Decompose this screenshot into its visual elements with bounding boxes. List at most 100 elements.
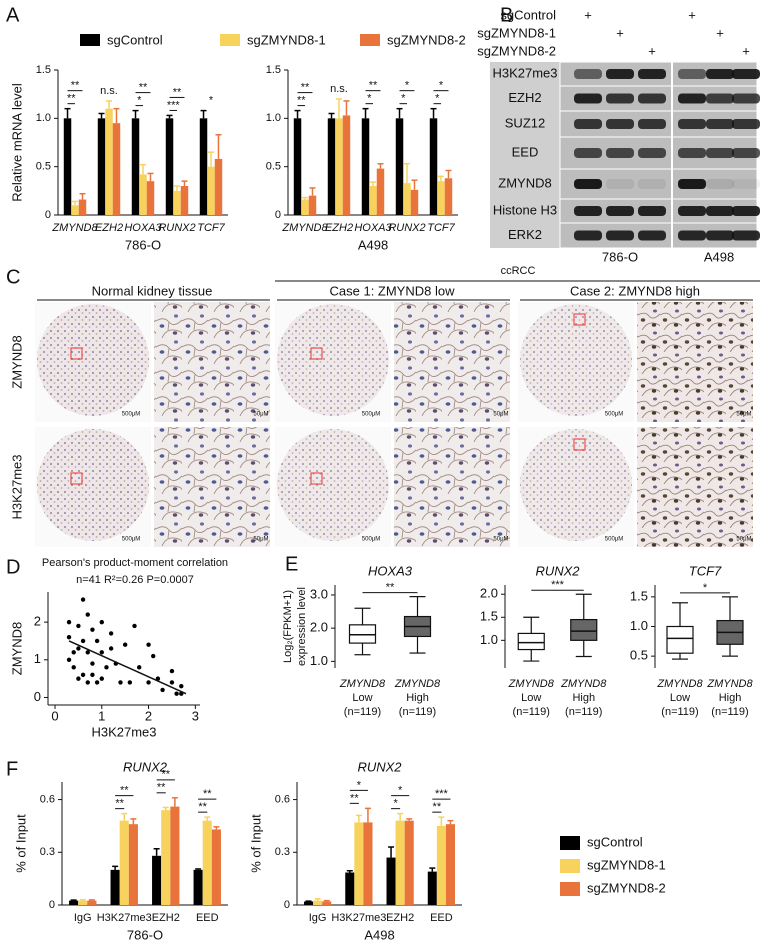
column-header: Normal kidney tissue [92,283,213,298]
blot-band [638,119,666,129]
blot-band [574,206,602,216]
error-bar [406,818,413,821]
legend-label: sgZMYND8-1 [247,32,326,47]
point [85,612,90,617]
error-bar [88,899,95,901]
bar [199,118,208,215]
error-bar [195,868,202,870]
bar [193,869,203,905]
point [94,680,100,685]
error-bar [112,865,119,870]
bar [403,183,411,215]
x-tick-label: EED [196,912,219,924]
error-bar [106,100,112,109]
error-bar [323,899,330,902]
point [71,665,76,670]
y-tick-label: 0.5 [36,161,51,173]
error-bar [396,107,403,119]
box [666,625,694,654]
bar [105,108,113,215]
point [108,631,114,636]
bar [87,900,97,905]
error-bar [79,192,86,200]
blot-band [678,206,706,216]
significance-label: n.s. [100,85,118,97]
point [169,668,175,674]
y-tick-label: 1.5 [266,64,281,76]
significance-label: * [367,93,372,105]
x-tick-label: 1 [98,708,105,723]
n-label: (n=119) [344,706,381,718]
bar [207,166,215,215]
n-label: (n=119) [661,706,698,718]
error-bar [328,112,335,119]
x-axis-label: 786-O [125,237,161,252]
row-label: ZMYND8 [9,335,24,388]
significance-label: * [703,582,708,594]
y-tick-label: 0.6 [275,793,290,805]
y-tick-label: 3.0 [310,586,328,601]
x-tick-label: RUNX2 [158,222,195,234]
blot-band [706,206,734,216]
blot-band [706,69,734,79]
box [517,632,545,651]
error-bar [174,185,180,191]
scale-label: 500μM [362,537,380,543]
protein-label: EED [512,144,539,159]
x-tick-label: TCF7 [427,222,455,234]
blot-band [732,206,760,216]
error-bar [166,114,173,119]
blot-band [732,230,760,241]
x-axis-label: A498 [358,237,388,252]
significance-label: ** [71,80,80,92]
point [90,627,95,632]
error-bar [364,807,371,823]
tissue-core [277,429,389,541]
bar [395,118,404,215]
error-bar [411,179,418,190]
point [104,665,109,670]
bar [146,181,155,215]
column-header: Case 1: ZMYND8 low [330,283,456,298]
error-bar [153,848,160,856]
blot-band [706,179,734,189]
bar [202,820,212,905]
y-tick-label: 1.0 [310,653,328,668]
panel-label: B [500,4,513,26]
bar [445,824,455,905]
scale-label: 50μM [253,412,268,418]
protein-label: SUZ12 [505,115,545,130]
bar [131,118,140,215]
blot-band [678,69,706,79]
error-bar [438,175,444,182]
blot-band [732,179,760,189]
condition-mark: + [742,43,750,58]
scale-label: 50μM [736,537,751,543]
error-bar [404,163,410,184]
blot-band [606,119,634,129]
significance-label: ** [120,785,129,797]
bar [354,822,364,905]
y-tick-label: 0 [49,899,55,911]
significance-label: ** [67,93,76,105]
blot-band [678,119,706,129]
point [76,646,81,651]
blot-band [678,179,706,189]
x-tick-label: EZH2 [152,912,180,924]
significance-label: * [405,80,410,92]
error-bar [397,812,404,821]
tissue-core [277,304,389,416]
column-header: Case 2: ZMYND8 high [570,283,700,298]
tissue-core [37,429,149,541]
chart-subtitle: n=41 R²=0.26 P=0.0007 [76,574,194,586]
scale-label: 500μM [122,412,140,418]
significance-label: * [393,798,398,810]
significance-label: ** [198,801,207,813]
point [66,657,72,662]
zoom-box [70,347,83,360]
significance-label: * [439,80,444,92]
bar [139,174,147,215]
significance-label: ** [157,782,166,794]
point [90,661,95,666]
